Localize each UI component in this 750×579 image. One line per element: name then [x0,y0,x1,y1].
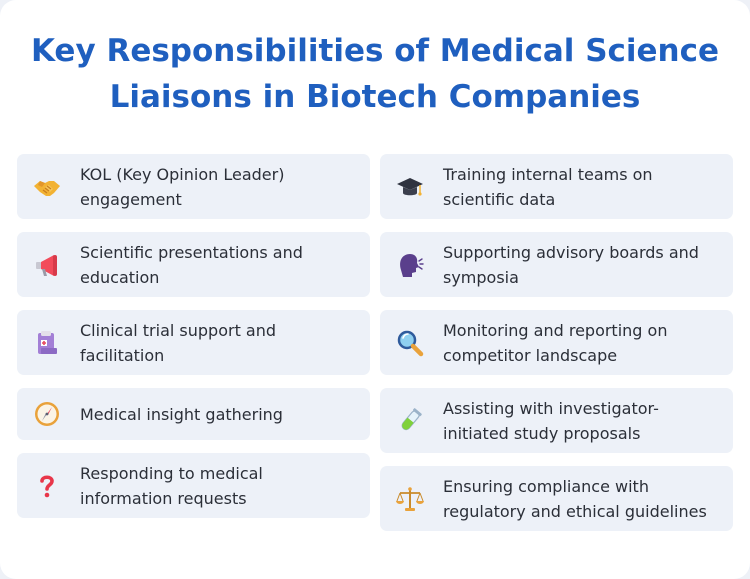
item-label: Clinical trial support and facilitation [80,320,277,365]
item-label: Training internal teams on scientific da… [443,164,653,209]
compass-icon [30,397,64,431]
responsibility-item: Medical insight gathering [17,388,370,440]
handshake-icon [30,170,64,204]
responsibility-item: Supporting advisory boards and symposia [380,232,733,297]
item-label: Supporting advisory boards and symposia [443,242,699,287]
item-label: Monitoring and reporting on competitor l… [443,320,668,365]
item-label: Scientific presentations and education [80,242,303,287]
responsibility-item: Assisting with investigator-initiated st… [380,388,733,453]
right-column: Training internal teams on scientific da… [380,154,733,544]
test-tube-icon [393,404,427,438]
magnifying-glass-icon [393,326,427,360]
graduation-cap-icon [393,170,427,204]
responsibility-item: Responding to medical information reques… [17,453,370,518]
item-label: KOL (Key Opinion Leader) engagement [80,164,285,209]
responsibility-item: KOL (Key Opinion Leader) engagement [17,154,370,219]
speaking-head-icon [393,248,427,282]
responsibility-item: Monitoring and reporting on competitor l… [380,310,733,375]
item-label: Ensuring compliance with regulatory and … [443,476,707,521]
megaphone-icon [30,248,64,282]
responsibility-item: Clinical trial support and facilitation [17,310,370,375]
item-label: Responding to medical information reques… [80,463,263,508]
responsibility-item: Scientific presentations and education [17,232,370,297]
balance-scale-icon [393,482,427,516]
page-title: Key Responsibilities of Medical Science … [30,33,720,115]
left-column: KOL (Key Opinion Leader) engagement Scie… [17,154,370,531]
clipboard-icon [30,326,64,360]
responsibility-item: Ensuring compliance with regulatory and … [380,466,733,531]
responsibility-item: Training internal teams on scientific da… [380,154,733,219]
item-label: Medical insight gathering [80,404,283,424]
question-mark-icon [30,469,64,503]
item-label: Assisting with investigator-initiated st… [443,398,659,443]
